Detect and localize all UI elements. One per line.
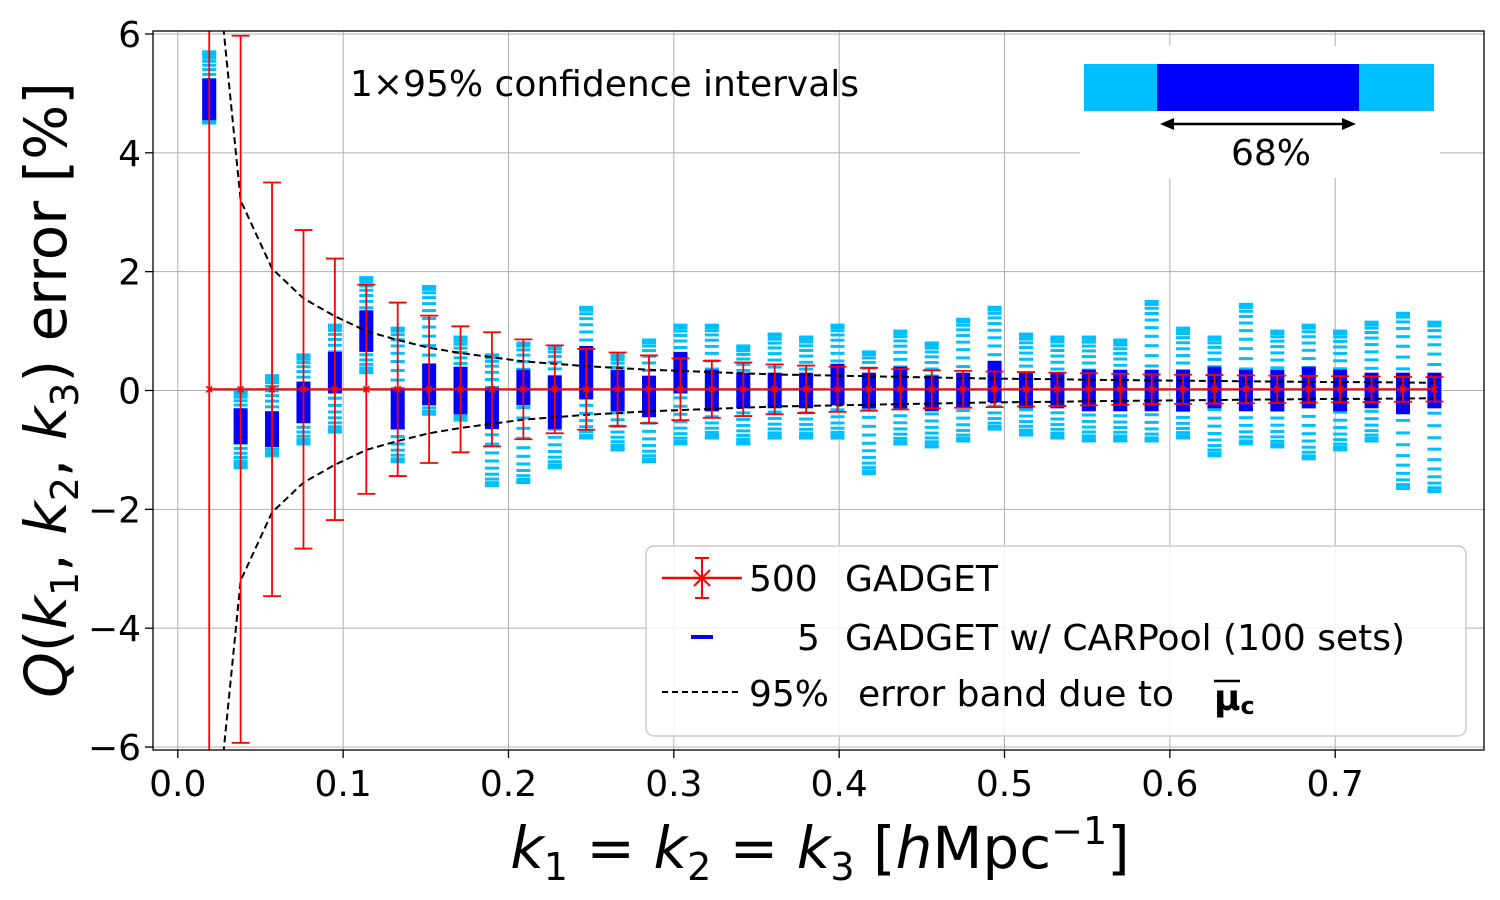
y-tick-label: −2 bbox=[88, 490, 141, 531]
legend-carpool-count: 5 bbox=[797, 618, 820, 659]
data-layer bbox=[202, 31, 1444, 750]
legend-carpool-label: GADGET w/ CARPool (100 sets) bbox=[845, 618, 1405, 659]
x-tick-label: 0.2 bbox=[480, 764, 537, 805]
gadget-marker bbox=[299, 385, 307, 393]
inset-arrow-left-head bbox=[1160, 118, 1174, 130]
gadget-marker bbox=[708, 385, 716, 393]
gadget-marker bbox=[645, 385, 653, 393]
gadget-marker bbox=[896, 385, 904, 393]
legend: 500 GADGET 5 GADGET w/ CARPool (100 sets… bbox=[645, 545, 1467, 737]
gadget-marker bbox=[1336, 385, 1344, 393]
x-tick-label: 0.5 bbox=[976, 764, 1033, 805]
error-band-lower bbox=[222, 397, 1435, 750]
legend-gadget-label: GADGET bbox=[845, 559, 999, 600]
legend-gadget-count: 500 bbox=[749, 559, 818, 600]
gadget-marker bbox=[268, 385, 276, 393]
legend-entry-band: 95% error band due to μc bbox=[662, 674, 1255, 720]
gadget-marker bbox=[928, 385, 936, 393]
gadget-marker bbox=[394, 385, 402, 393]
interval-inset: 68% bbox=[1080, 46, 1440, 178]
inset-label: 68% bbox=[1231, 133, 1311, 174]
legend-band-label: error band due to bbox=[858, 674, 1174, 715]
gadget-marker bbox=[551, 385, 559, 393]
legend-entry-carpool: 5 GADGET w/ CARPool (100 sets) bbox=[691, 618, 1405, 659]
x-tick-label: 0.3 bbox=[645, 764, 702, 805]
y-tick-label: −6 bbox=[88, 728, 141, 769]
gadget-marker bbox=[1368, 385, 1376, 393]
gadget-marker bbox=[991, 385, 999, 393]
gadget-marker bbox=[1430, 385, 1438, 393]
axis-ticks: 0.0 0.1 0.2 0.3 0.4 0.5 0.6 0.7 −6 −4 −2 0 2 4 6 bbox=[88, 15, 1364, 805]
legend-gadget-marker bbox=[693, 568, 711, 588]
gadget-marker bbox=[1242, 385, 1250, 393]
gadget-marker bbox=[362, 385, 370, 393]
gadget-marker bbox=[425, 385, 433, 393]
gadget-marker bbox=[457, 385, 465, 393]
inset-inner-bar bbox=[1157, 64, 1359, 111]
gadget-marker bbox=[519, 385, 527, 393]
y-tick-label: 0 bbox=[118, 372, 141, 413]
gadget-marker bbox=[1305, 385, 1313, 393]
y-tick-label: 6 bbox=[118, 15, 141, 56]
confidence-annotation: 1×95% confidence intervals bbox=[350, 64, 859, 105]
gadget-marker bbox=[1148, 385, 1156, 393]
legend-frame bbox=[645, 545, 1467, 737]
gadget-marker bbox=[802, 385, 810, 393]
gadget-marker bbox=[1179, 385, 1187, 393]
gadget-marker bbox=[1116, 385, 1124, 393]
gadget-marker bbox=[1210, 385, 1219, 393]
legend-band-symbol: μc bbox=[1214, 678, 1255, 720]
x-tick-label: 0.0 bbox=[149, 764, 206, 805]
gadget-marker bbox=[833, 385, 842, 393]
inset-arrow-right-head bbox=[1342, 118, 1356, 130]
x-tick-label: 0.6 bbox=[1141, 764, 1198, 805]
x-tick-label: 0.7 bbox=[1307, 764, 1364, 805]
legend-entry-gadget: 500 GADGET bbox=[662, 557, 999, 600]
gadget-marker bbox=[331, 385, 339, 393]
x-axis-label: k1 = k2 = k3 [hMpc−1] bbox=[510, 809, 1130, 889]
legend-band-count: 95% bbox=[749, 674, 829, 715]
y-tick-label: 2 bbox=[118, 253, 141, 294]
gadget-marker bbox=[488, 385, 496, 393]
error-band-upper bbox=[222, 31, 1435, 384]
gadget-marker bbox=[959, 385, 967, 393]
gadget-marker bbox=[1022, 385, 1030, 393]
x-tick-label: 0.4 bbox=[811, 764, 868, 805]
gadget-marker bbox=[739, 385, 747, 393]
y-tick-label: −4 bbox=[88, 609, 141, 650]
data-marks bbox=[202, 31, 1444, 750]
gadget-marker bbox=[237, 385, 245, 393]
gadget-marker bbox=[1273, 385, 1281, 393]
y-tick-label: 4 bbox=[118, 134, 141, 175]
gadget-marker bbox=[1085, 385, 1093, 393]
x-tick-label: 0.1 bbox=[315, 764, 372, 805]
gadget-marker bbox=[865, 385, 873, 393]
gadget-marker bbox=[1399, 385, 1407, 393]
gadget-marker bbox=[614, 385, 622, 393]
gadget-marker bbox=[205, 385, 213, 393]
gadget-marker bbox=[771, 385, 779, 393]
gadget-marker bbox=[1053, 385, 1061, 393]
gadget-marker bbox=[676, 385, 684, 393]
gadget-marker bbox=[582, 385, 590, 393]
y-axis-label: Q(k1, k2, k3) error [%] bbox=[12, 82, 87, 698]
